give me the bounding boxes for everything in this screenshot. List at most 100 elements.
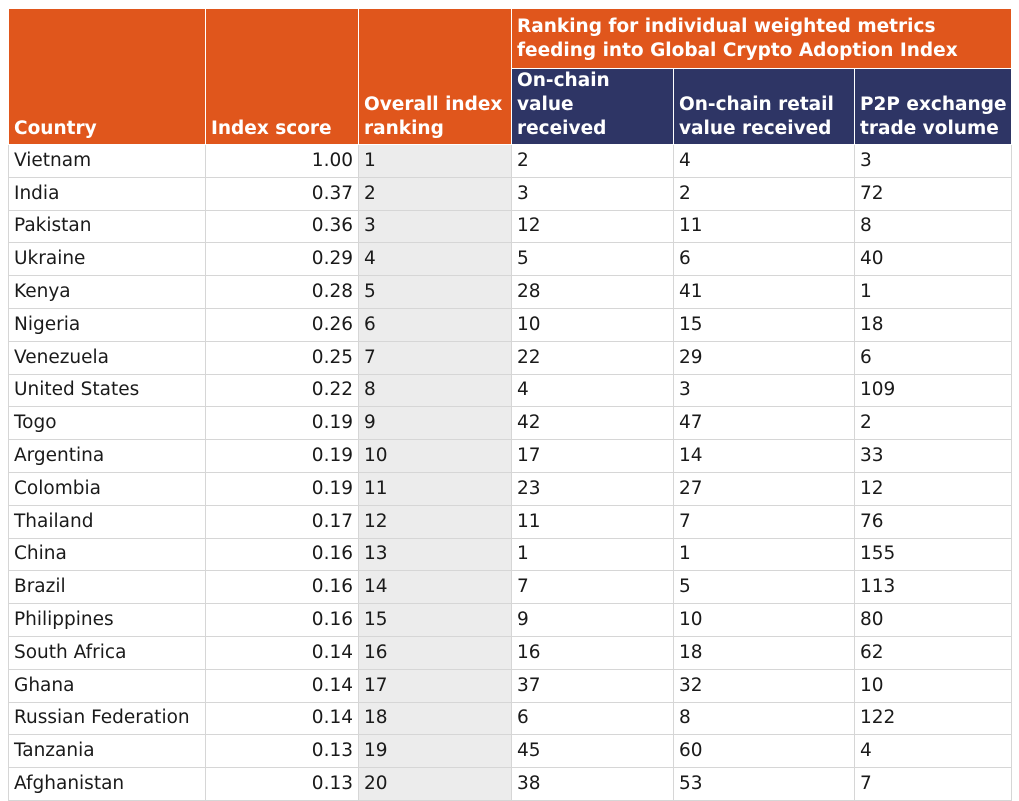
cell-country: Thailand	[8, 504, 206, 539]
cell-onchain-retail: 41	[673, 275, 855, 309]
cell-p2p-volume: 113	[853, 570, 1013, 605]
cell-onchain-retail: 53	[673, 767, 855, 801]
table-row: China 0.16 13 1 1 155	[8, 537, 1013, 572]
cell-overall-ranking: 4	[358, 242, 512, 277]
cell-onchain-retail: 3	[673, 373, 855, 408]
cell-country: Togo	[8, 406, 206, 441]
cell-overall-ranking: 7	[358, 340, 512, 375]
cell-p2p-volume: 109	[853, 373, 1013, 408]
cell-overall-ranking: 11	[358, 471, 512, 506]
table-row: Brazil 0.16 14 7 5 113	[8, 570, 1013, 605]
crypto-adoption-table: Country Index score Overall index rankin…	[8, 8, 1013, 801]
cell-country: India	[8, 176, 206, 211]
cell-onchain-value: 28	[511, 275, 674, 309]
cell-onchain-value: 38	[511, 767, 674, 801]
header-country: Country	[8, 8, 206, 145]
cell-overall-ranking: 3	[358, 209, 512, 244]
cell-onchain-value: 22	[511, 340, 674, 375]
table-row: Philippines 0.16 15 9 10 80	[8, 603, 1013, 637]
cell-overall-ranking: 16	[358, 635, 512, 670]
cell-p2p-volume: 12	[853, 471, 1013, 506]
cell-overall-ranking: 20	[358, 767, 512, 801]
cell-country: United States	[8, 373, 206, 408]
cell-country: Kenya	[8, 275, 206, 309]
cell-p2p-volume: 40	[853, 242, 1013, 277]
cell-index-score: 0.36	[205, 209, 359, 244]
cell-overall-ranking: 10	[358, 439, 512, 473]
cell-overall-ranking: 6	[358, 307, 512, 342]
cell-overall-ranking: 17	[358, 668, 512, 703]
cell-onchain-value: 23	[511, 471, 674, 506]
cell-overall-ranking: 12	[358, 504, 512, 539]
cell-p2p-volume: 10	[853, 668, 1013, 703]
cell-country: Venezuela	[8, 340, 206, 375]
cell-onchain-retail: 2	[673, 176, 855, 211]
table-row: Ghana 0.14 17 37 32 10	[8, 668, 1013, 703]
cell-overall-ranking: 14	[358, 570, 512, 605]
cell-index-score: 0.37	[205, 176, 359, 211]
cell-p2p-volume: 122	[853, 701, 1013, 736]
table-row: Russian Federation 0.14 18 6 8 122	[8, 701, 1013, 736]
table-row: Nigeria 0.26 6 10 15 18	[8, 307, 1013, 342]
header-onchain-value: On-chain value received	[511, 68, 674, 145]
cell-p2p-volume: 8	[853, 209, 1013, 244]
header-metric-group: Ranking for individual weighted metrics …	[510, 8, 1013, 69]
cell-onchain-value: 5	[511, 242, 674, 277]
cell-onchain-value: 4	[511, 373, 674, 408]
table-row: Afghanistan 0.13 20 38 53 7	[8, 767, 1013, 801]
table-body: Vietnam 1.00 1 2 4 3 India 0.37 2 3 2 72 Pakistan 0.3…	[8, 144, 1013, 801]
cell-onchain-retail: 1	[673, 537, 855, 572]
cell-onchain-retail: 32	[673, 668, 855, 703]
table-row: Kenya 0.28 5 28 41 1	[8, 275, 1013, 309]
cell-country: Afghanistan	[8, 767, 206, 801]
table-row: Tanzania 0.13 19 45 60 4	[8, 734, 1013, 769]
cell-onchain-value: 6	[511, 701, 674, 736]
cell-index-score: 0.14	[205, 635, 359, 670]
cell-p2p-volume: 33	[853, 439, 1013, 473]
cell-index-score: 0.19	[205, 439, 359, 473]
cell-index-score: 0.19	[205, 471, 359, 506]
cell-country: Philippines	[8, 603, 206, 637]
header-onchain-retail: On-chain retail value received	[673, 68, 855, 145]
cell-p2p-volume: 3	[853, 144, 1013, 178]
cell-index-score: 0.19	[205, 406, 359, 441]
cell-p2p-volume: 7	[853, 767, 1013, 801]
cell-onchain-value: 37	[511, 668, 674, 703]
cell-index-score: 0.14	[205, 701, 359, 736]
cell-onchain-retail: 15	[673, 307, 855, 342]
cell-p2p-volume: 18	[853, 307, 1013, 342]
header-overall-ranking: Overall index ranking	[358, 8, 512, 145]
cell-onchain-value: 3	[511, 176, 674, 211]
table-row: Ukraine 0.29 4 5 6 40	[8, 242, 1013, 277]
header-p2p-volume: P2P exchange trade volume	[853, 68, 1013, 145]
cell-onchain-value: 11	[511, 504, 674, 539]
cell-onchain-retail: 6	[673, 242, 855, 277]
cell-onchain-retail: 47	[673, 406, 855, 441]
cell-country: Ghana	[8, 668, 206, 703]
table-row: Pakistan 0.36 3 12 11 8	[8, 209, 1013, 244]
cell-onchain-value: 17	[511, 439, 674, 473]
cell-index-score: 0.17	[205, 504, 359, 539]
cell-index-score: 0.25	[205, 340, 359, 375]
cell-onchain-value: 12	[511, 209, 674, 244]
cell-p2p-volume: 155	[853, 537, 1013, 572]
cell-onchain-value: 1	[511, 537, 674, 572]
cell-p2p-volume: 4	[853, 734, 1013, 769]
cell-onchain-retail: 27	[673, 471, 855, 506]
cell-p2p-volume: 2	[853, 406, 1013, 441]
cell-country: Pakistan	[8, 209, 206, 244]
cell-onchain-value: 2	[511, 144, 674, 178]
cell-onchain-retail: 8	[673, 701, 855, 736]
cell-index-score: 0.26	[205, 307, 359, 342]
table-row: South Africa 0.14 16 16 18 62	[8, 635, 1013, 670]
table-row: Togo 0.19 9 42 47 2	[8, 406, 1013, 441]
cell-overall-ranking: 13	[358, 537, 512, 572]
cell-onchain-retail: 5	[673, 570, 855, 605]
cell-country: Argentina	[8, 439, 206, 473]
cell-index-score: 0.16	[205, 570, 359, 605]
cell-country: Vietnam	[8, 144, 206, 178]
cell-onchain-retail: 60	[673, 734, 855, 769]
cell-onchain-value: 10	[511, 307, 674, 342]
cell-overall-ranking: 15	[358, 603, 512, 637]
cell-onchain-value: 16	[511, 635, 674, 670]
